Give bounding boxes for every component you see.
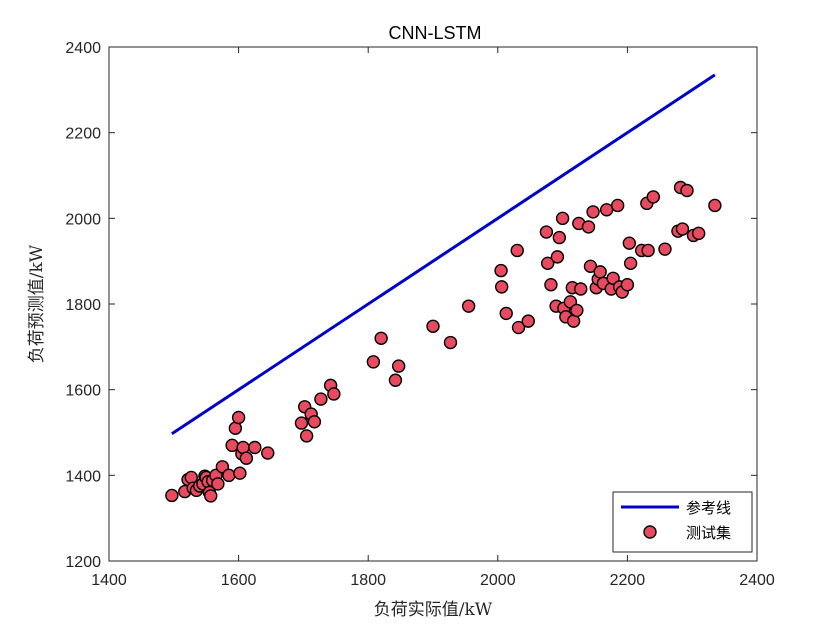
- y-tick-label: 1800: [65, 297, 101, 314]
- test-set-point: [511, 320, 526, 335]
- legend-label-test-set: 测试集: [686, 524, 731, 542]
- test-set-point: [593, 265, 607, 279]
- legend: 参考线 测试集: [612, 491, 753, 553]
- y-tick-label: 1400: [65, 468, 101, 485]
- test-set-point: [521, 314, 535, 328]
- x-tick-label: 1800: [350, 572, 386, 589]
- test-set-point: [366, 355, 381, 369]
- legend-label-reference-line: 参考线: [686, 499, 731, 517]
- test-set-point: [314, 392, 328, 406]
- test-set-point: [675, 222, 690, 236]
- series-layer: [165, 73, 722, 503]
- test-set-point: [570, 303, 584, 318]
- test-set-point: [623, 256, 638, 271]
- y-tick-label: 2200: [65, 126, 101, 143]
- test-set-point: [248, 440, 262, 455]
- x-tick-label: 1600: [221, 572, 257, 589]
- test-set-point: [691, 226, 706, 241]
- test-set-point: [622, 236, 637, 250]
- x-tick-label: 2200: [610, 572, 646, 589]
- test-set-point: [646, 190, 661, 204]
- test-set-point: [299, 429, 314, 443]
- test-set-point: [680, 183, 694, 198]
- test-set-point: [581, 220, 596, 234]
- test-set-point: [461, 299, 476, 313]
- test-set-point: [307, 415, 322, 429]
- test-set-point: [222, 468, 236, 483]
- chart-title: CNN-LSTM: [389, 23, 482, 43]
- test-set-point: [261, 446, 275, 460]
- test-set-point: [327, 387, 341, 401]
- test-set-point: [610, 198, 625, 213]
- test-set-point: [426, 319, 440, 333]
- test-set-point: [494, 280, 509, 294]
- test-set-point: [165, 488, 179, 503]
- test-set-point: [641, 243, 655, 258]
- test-set-point: [708, 198, 722, 213]
- test-set-point: [539, 225, 554, 239]
- legend-box: [612, 491, 753, 553]
- test-set-point: [239, 451, 254, 465]
- x-tick-label: 1400: [91, 572, 127, 589]
- y-tick-label: 1200: [65, 554, 101, 571]
- reference-line: [171, 73, 716, 436]
- test-set-point: [658, 242, 672, 256]
- test-set-point: [204, 489, 218, 503]
- test-set-point: [574, 282, 588, 296]
- test-set-point: [443, 335, 458, 350]
- y-tick-label: 1600: [65, 383, 101, 400]
- y-tick-label: 2000: [65, 211, 101, 228]
- test-set-point: [586, 205, 600, 219]
- test-set-point: [494, 263, 508, 278]
- x-axis-ticks: 1400 1600 1800 2000 2200 2400: [91, 47, 775, 589]
- test-set-point: [555, 211, 570, 226]
- x-tick-label: 2400: [739, 572, 775, 589]
- test-set-point: [499, 306, 513, 321]
- test-set-point: [391, 359, 406, 373]
- y-axis-label: 负荷预测值/kW: [27, 244, 47, 363]
- test-set-point: [544, 278, 558, 292]
- test-set-point: [233, 466, 247, 480]
- legend-swatch-test-set: [643, 525, 657, 539]
- test-set-point: [540, 256, 555, 271]
- test-set-point: [620, 278, 635, 292]
- test-set-point: [374, 331, 388, 345]
- test-set-point: [550, 250, 565, 264]
- test-set-point: [552, 230, 567, 245]
- x-tick-label: 2000: [480, 572, 516, 589]
- x-axis-label: 负荷实际值/kW: [374, 600, 493, 620]
- test-set-point: [225, 438, 239, 453]
- test-set-point: [388, 373, 403, 387]
- test-set-point: [231, 410, 246, 425]
- test-set-point: [211, 477, 225, 491]
- test-set-point: [599, 203, 614, 217]
- test-set-point: [510, 243, 524, 258]
- test-set-point: [294, 416, 309, 430]
- y-axis-ticks: 1200 1400 1600 1800 2000 2200 2400: [65, 40, 757, 571]
- y-tick-label: 2400: [65, 40, 101, 57]
